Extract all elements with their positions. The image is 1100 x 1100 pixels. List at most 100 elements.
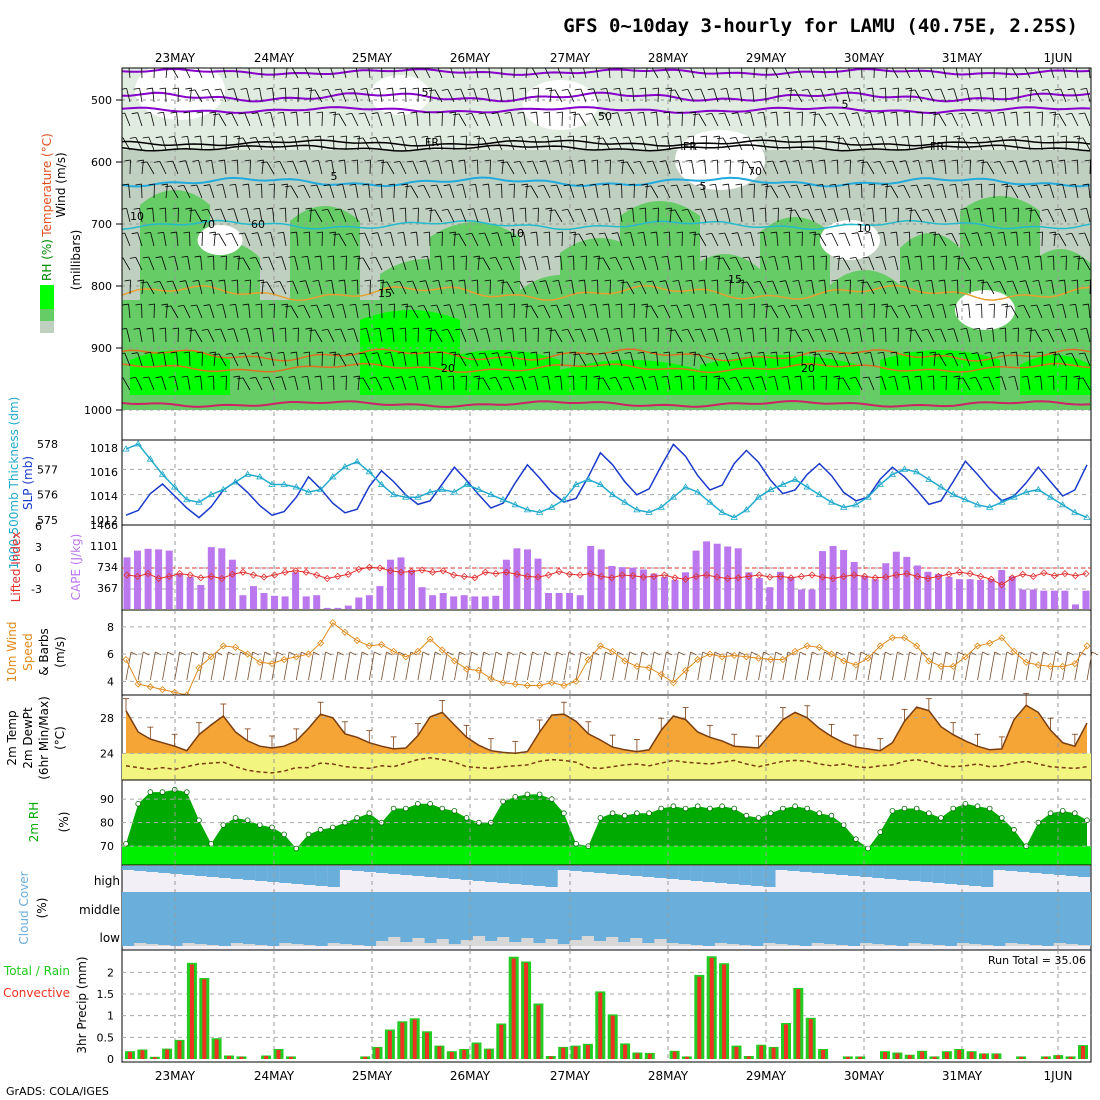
precip-convective-bar: [375, 1047, 380, 1059]
contour-label: 20: [441, 362, 455, 375]
precip-convective-bar: [437, 1046, 442, 1059]
lifted-index-point: [629, 572, 637, 580]
cape-bar: [1082, 590, 1090, 609]
cape-bar: [966, 579, 974, 609]
rh2m-point: [670, 803, 677, 809]
wind-barb: [737, 352, 743, 367]
wind-barb: [416, 352, 419, 367]
wind-barb-flag: [934, 88, 941, 91]
wind-barb-flag: [1065, 353, 1072, 355]
wind-barb-flag: [853, 327, 860, 330]
wind-barb-flag: [949, 303, 956, 306]
wind-barb: [266, 281, 275, 295]
wind-barb-flag: [168, 136, 175, 138]
lifted-index-point: [1008, 574, 1016, 582]
wind-barb: [159, 281, 167, 295]
lifted-index-point: [155, 574, 163, 583]
wind-barb: [1058, 233, 1067, 247]
wind-speed-point: [645, 664, 653, 672]
wind-barb: [340, 208, 347, 223]
lifted-index-point: [292, 567, 300, 575]
wind-barb-flag: [397, 111, 404, 114]
wind-barb-flag: [934, 208, 941, 211]
wind-barb-flag: [215, 651, 223, 656]
wind-barb: [220, 328, 227, 343]
wind-barb: [650, 305, 659, 319]
wind-barb-flag: [1082, 303, 1089, 306]
wind-barb: [988, 256, 995, 271]
wind-barb: [1051, 280, 1055, 295]
y-axis-label: Convective: [3, 986, 70, 1000]
wind-barb-flag: [910, 184, 917, 187]
wind-barb-flag: [393, 281, 400, 283]
wind-barb-flag: [729, 257, 736, 259]
wind-barb: [547, 256, 551, 271]
wind-barb-flag: [155, 256, 162, 259]
wind-barb-flag: [500, 281, 508, 284]
wind-barb: [471, 113, 479, 127]
wind-barb-flag: [759, 327, 766, 330]
rh-gap: [370, 75, 430, 115]
wind-barb-flag: [281, 303, 288, 306]
precip-convective-bar: [227, 1056, 231, 1059]
rh2m-point: [974, 803, 981, 809]
wind-barb-flag: [166, 160, 173, 163]
wind-barb: [698, 233, 707, 247]
wind-barb: [831, 113, 839, 127]
wind-speed-point: [815, 643, 823, 651]
wind-barb-flag: [386, 87, 393, 90]
cape-bar: [1019, 589, 1027, 609]
wind-barb: [859, 208, 863, 223]
wind-barb-flag: [982, 136, 989, 139]
cape-bar: [1072, 604, 1079, 609]
wind-barb: [332, 651, 339, 681]
wind-barb: [872, 208, 875, 223]
wind-barb-flag: [122, 303, 129, 306]
wind-barb-flag: [812, 233, 820, 236]
run-total: Run Total = 35.06: [988, 954, 1086, 967]
wind-barb: [499, 328, 503, 343]
wind-barb: [1084, 112, 1091, 127]
contour-label: FR: [930, 140, 944, 153]
wind-barb: [353, 208, 359, 223]
wind-barb: [822, 184, 827, 199]
thickness-point: [341, 463, 349, 470]
wind-barb-flag: [641, 64, 647, 65]
low-cloud-bar: [666, 943, 679, 946]
wind-barb-flag: [554, 375, 561, 378]
wind-barb: [916, 304, 923, 319]
wind-barb-flag: [884, 305, 892, 308]
wind-speed-point: [669, 679, 677, 687]
wind-barb-flag: [508, 183, 515, 186]
wind-barb: [450, 68, 455, 79]
lifted-index-point: [239, 568, 247, 576]
wind-barb-flag: [384, 232, 391, 234]
wind-barb: [848, 184, 851, 199]
lifted-index-point: [713, 573, 721, 581]
wind-barb: [567, 209, 575, 223]
high-cloud-bar: [593, 866, 607, 873]
wind-barb-flag: [493, 327, 500, 330]
wind-barb-flag: [885, 651, 892, 656]
wind-barb-flag: [921, 209, 928, 211]
wind-barb: [1088, 304, 1091, 319]
wind-barb-flag: [602, 183, 609, 186]
rh2m-point: [998, 815, 1005, 821]
wind-barb-flag: [1047, 375, 1054, 378]
wind-barb-flag: [334, 88, 341, 91]
high-cloud-bar: [424, 866, 437, 877]
wind-barb: [894, 376, 899, 391]
wind-barb: [183, 185, 191, 199]
wind-barb-flag: [648, 136, 655, 138]
wind-barb-flag: [273, 281, 280, 283]
wind-barb: [344, 160, 347, 175]
wind-barb: [940, 88, 947, 103]
cape-bar: [492, 595, 500, 609]
wind-barb-flag: [517, 351, 524, 354]
wind-barb-flag: [903, 351, 910, 354]
wind-barb-flag: [412, 207, 419, 210]
wind-speed-point: [1010, 647, 1018, 655]
high-cloud-bar: [364, 866, 377, 872]
wind-barb: [351, 353, 359, 367]
contour-line: [122, 362, 1091, 374]
